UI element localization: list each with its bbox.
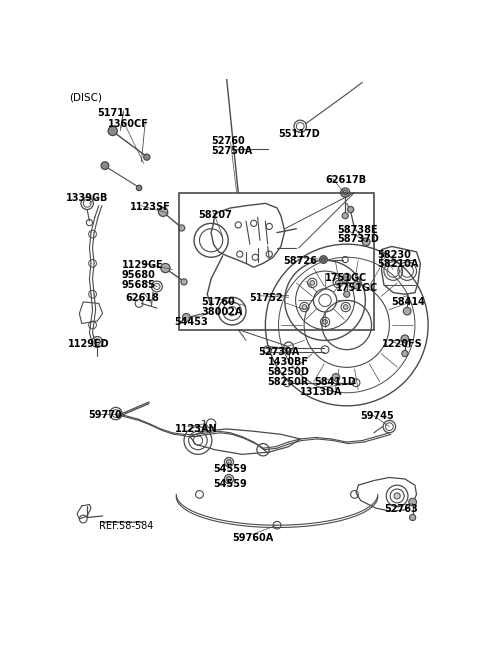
Text: 51752: 51752 — [249, 293, 283, 303]
Text: 95680: 95680 — [122, 271, 156, 280]
Circle shape — [336, 280, 340, 285]
Circle shape — [179, 225, 185, 231]
Text: 54453: 54453 — [175, 317, 208, 328]
Circle shape — [409, 498, 417, 506]
Text: 1123AN: 1123AN — [175, 424, 217, 434]
Circle shape — [182, 314, 190, 321]
Circle shape — [394, 493, 400, 499]
Text: 58230: 58230 — [378, 250, 412, 259]
Text: 95685: 95685 — [122, 280, 156, 290]
Circle shape — [158, 207, 168, 216]
Circle shape — [224, 457, 234, 466]
Text: 58737D: 58737D — [337, 234, 379, 244]
Text: 52750A: 52750A — [211, 146, 252, 157]
Text: 38002A: 38002A — [201, 307, 242, 316]
Text: 59770: 59770 — [88, 409, 121, 420]
Text: 52730A: 52730A — [258, 346, 300, 356]
Text: 51711: 51711 — [97, 108, 131, 118]
Circle shape — [402, 350, 408, 356]
Text: 1751GC: 1751GC — [336, 283, 378, 293]
Text: 1360CF: 1360CF — [108, 119, 149, 128]
Text: 54559: 54559 — [214, 479, 247, 489]
Text: 1129GE: 1129GE — [122, 260, 164, 271]
Text: 52760: 52760 — [211, 136, 245, 146]
Text: 58250D: 58250D — [268, 367, 310, 377]
Text: REF.58-584: REF.58-584 — [99, 521, 153, 531]
Circle shape — [161, 263, 170, 272]
Text: 58414: 58414 — [392, 297, 426, 307]
Text: 51760: 51760 — [201, 297, 235, 307]
Circle shape — [181, 279, 187, 285]
Circle shape — [343, 273, 350, 281]
Circle shape — [343, 305, 348, 309]
Circle shape — [353, 281, 360, 289]
Circle shape — [344, 291, 350, 297]
Text: 55117D: 55117D — [278, 128, 320, 139]
Circle shape — [101, 162, 109, 170]
Circle shape — [144, 154, 150, 160]
Text: 1129ED: 1129ED — [68, 339, 109, 349]
Text: 62617B: 62617B — [325, 175, 366, 185]
Text: 1123SF: 1123SF — [130, 202, 170, 212]
Text: 58411D: 58411D — [314, 377, 356, 387]
Circle shape — [342, 213, 348, 219]
Text: 59745: 59745 — [360, 411, 395, 421]
Text: 54559: 54559 — [214, 464, 247, 474]
Circle shape — [409, 514, 416, 521]
Text: (DISC): (DISC) — [69, 92, 102, 102]
Text: 58250R: 58250R — [268, 377, 309, 387]
Text: 62618: 62618 — [125, 293, 159, 303]
Text: 1430BF: 1430BF — [268, 358, 309, 367]
Circle shape — [136, 185, 142, 191]
Circle shape — [323, 320, 327, 324]
Text: 59760A: 59760A — [232, 533, 273, 543]
Circle shape — [362, 238, 370, 246]
Text: 58207: 58207 — [198, 210, 232, 219]
Circle shape — [340, 188, 350, 197]
Text: 58726: 58726 — [283, 255, 317, 266]
Circle shape — [401, 335, 409, 343]
Text: 58738E: 58738E — [337, 225, 378, 235]
Circle shape — [108, 126, 117, 136]
Text: 1751GC: 1751GC — [325, 272, 367, 283]
Text: 1313DA: 1313DA — [300, 386, 343, 396]
Circle shape — [224, 474, 234, 483]
Circle shape — [348, 206, 354, 213]
Circle shape — [320, 255, 327, 263]
Bar — [179, 193, 374, 329]
Circle shape — [403, 307, 411, 315]
Text: 52763: 52763 — [384, 504, 418, 514]
Circle shape — [332, 373, 340, 381]
Text: 1220FS: 1220FS — [383, 339, 423, 349]
Circle shape — [302, 305, 307, 309]
Circle shape — [310, 280, 314, 285]
Text: 58210A: 58210A — [378, 259, 419, 269]
Text: 1339GB: 1339GB — [66, 193, 108, 202]
